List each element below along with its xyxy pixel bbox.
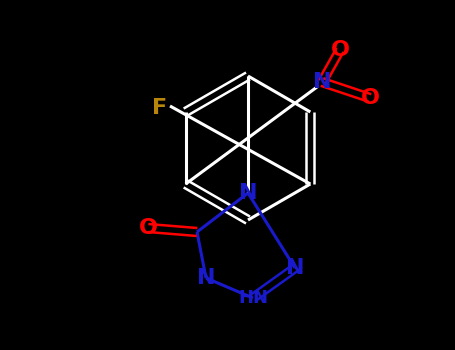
Text: N: N [313,72,331,92]
Text: N: N [286,258,304,278]
Text: N: N [197,268,215,288]
Text: HN: HN [238,289,268,307]
Text: O: O [330,40,349,60]
Text: F: F [152,98,167,118]
Text: N: N [239,183,257,203]
Text: O: O [138,218,157,238]
Text: O: O [360,88,379,108]
